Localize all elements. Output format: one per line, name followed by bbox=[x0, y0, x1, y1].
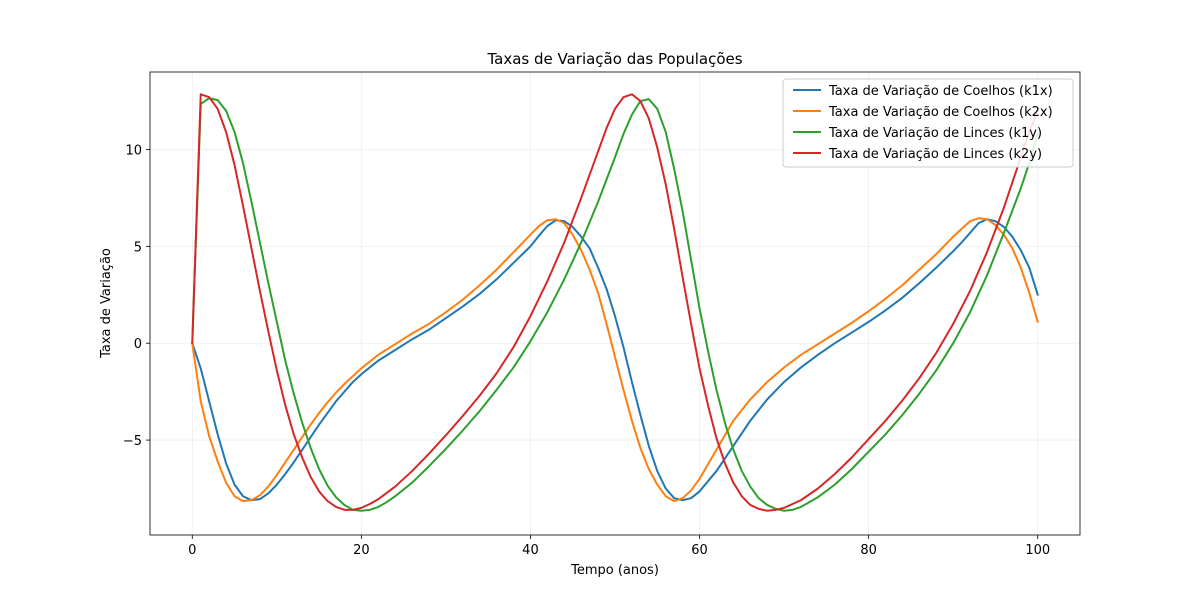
legend-frame bbox=[782, 78, 1074, 168]
y-tick-label: 10 bbox=[125, 143, 142, 158]
x-tick-label: 0 bbox=[188, 543, 196, 558]
legend-label-k2x: Taxa de Variação de Coelhos (k2x) bbox=[828, 105, 1053, 120]
series-lines bbox=[191, 93, 1039, 512]
y-tick-label: 5 bbox=[134, 240, 142, 255]
series-line-k2y bbox=[191, 93, 1039, 512]
x-axis-label: Tempo (anos) bbox=[570, 563, 659, 578]
chart-title: Taxas de Variação das Populações bbox=[486, 50, 742, 68]
legend-label-k1x: Taxa de Variação de Coelhos (k1x) bbox=[828, 84, 1053, 99]
plot-area-frame bbox=[149, 71, 1081, 536]
legend-label-k2y: Taxa de Variação de Linces (k2y) bbox=[828, 147, 1042, 162]
axis-ticks: 0 20 40 60 80 100 −5 0 5 10 bbox=[123, 143, 1050, 558]
x-tick-label: 20 bbox=[353, 543, 370, 558]
x-tick-label: 100 bbox=[1025, 543, 1050, 558]
legend-label-k1y: Taxa de Variação de Linces (k1y) bbox=[828, 126, 1042, 141]
series-line-k1x bbox=[191, 218, 1039, 502]
series-line-k1y bbox=[191, 97, 1039, 512]
y-tick-label: −5 bbox=[123, 434, 142, 449]
y-axis-label: Taxa de Variação bbox=[99, 248, 114, 359]
x-tick-label: 80 bbox=[860, 543, 877, 558]
y-tick-label: 0 bbox=[134, 337, 142, 352]
x-tick-label: 60 bbox=[691, 543, 708, 558]
x-tick-label: 40 bbox=[522, 543, 539, 558]
legend: Taxa de Variação de Coelhos (k1x) Taxa d… bbox=[782, 78, 1074, 168]
